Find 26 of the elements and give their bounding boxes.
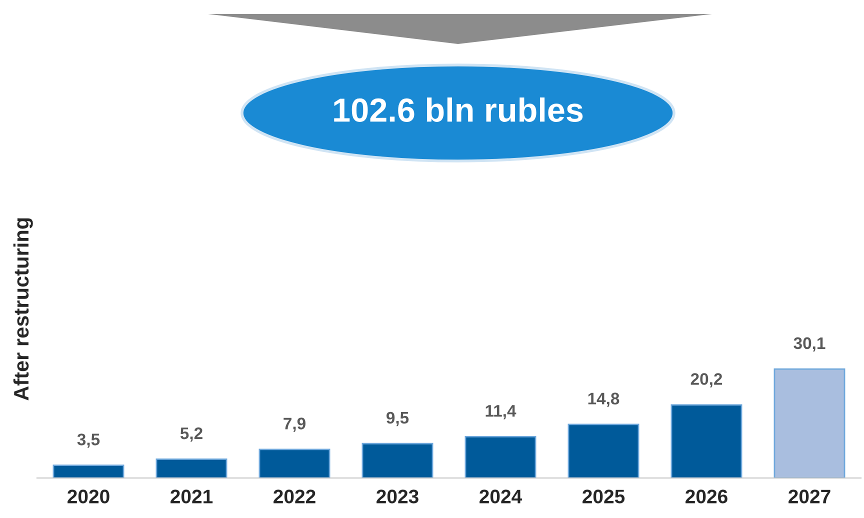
bar (464, 436, 536, 478)
data-label: 20,2 (690, 373, 722, 388)
bar (52, 464, 124, 478)
data-label: 11,4 (486, 405, 516, 420)
data-label: 5,2 (180, 427, 202, 442)
x-tick-label: 2021 (170, 490, 213, 504)
data-label: 30,1 (794, 337, 826, 352)
y-axis-title: After restructuring (13, 218, 33, 400)
x-tick-label: 2024 (480, 490, 522, 504)
data-label: 3,5 (77, 434, 100, 448)
data-label: 14,8 (588, 392, 620, 407)
bar (258, 448, 330, 478)
bar (774, 368, 846, 478)
x-tick-label: 2025 (582, 490, 625, 504)
bar (670, 404, 742, 478)
data-label: 7,9 (284, 418, 306, 432)
bar (362, 442, 434, 478)
bar (156, 458, 228, 478)
x-tick-label: 2027 (788, 490, 830, 504)
x-tick-label: 2022 (274, 490, 316, 504)
text: 102.6 bln rubles (334, 97, 583, 122)
x-tick-label: 2023 (376, 490, 418, 504)
x-tick-label: 2026 (686, 490, 728, 504)
data-label: 9,5 (386, 412, 409, 426)
bar (568, 424, 640, 478)
x-tick-label: 2020 (68, 490, 110, 504)
